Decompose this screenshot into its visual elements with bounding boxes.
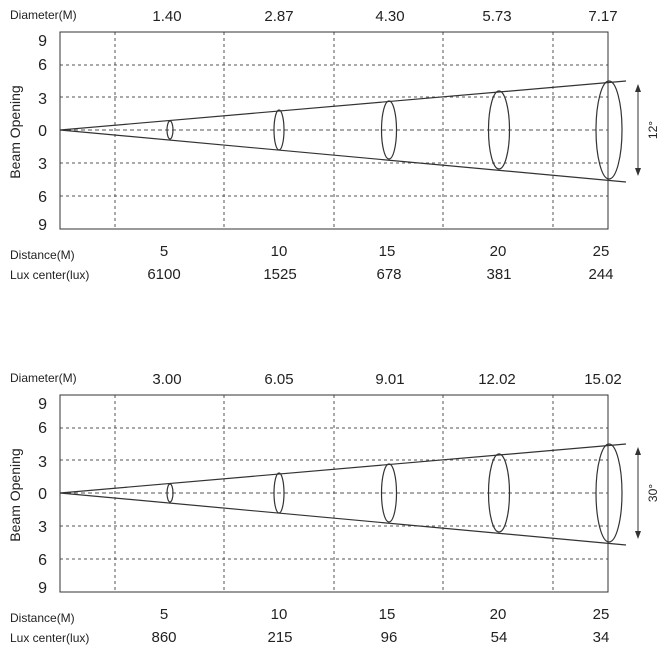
lux-value: 215: [267, 629, 292, 646]
y-tick-label: 3: [38, 91, 47, 108]
lux-value: 381: [486, 266, 511, 283]
distance-value: 25: [593, 243, 610, 260]
panel-wide-beam: Diameter(M) 3.00 6.05 9.01 12.02 15.02 B…: [7, 371, 660, 646]
distance-heading: Distance(M): [10, 248, 75, 262]
beam-cross-section-25m: [595, 443, 623, 543]
y-tick-label: 0: [38, 486, 47, 503]
lux-value: 244: [588, 266, 613, 283]
beam-angle-label: 30°: [646, 484, 660, 502]
diameter-value: 5.73: [482, 8, 511, 25]
distance-value: 25: [593, 606, 610, 623]
diameter-value: 15.02: [584, 371, 622, 388]
distance-value: 15: [379, 243, 396, 260]
y-tick-label: 9: [38, 396, 47, 413]
diameter-heading: Diameter(M): [10, 8, 77, 22]
y-axis-title: Beam Opening: [7, 448, 23, 541]
diameter-value: 2.87: [264, 8, 293, 25]
y-tick-label: 6: [38, 420, 47, 437]
y-tick-label: 3: [38, 156, 47, 173]
beam-edge-upper: [59, 80, 627, 131]
beam-cross-section-25m: [595, 80, 623, 180]
diameter-value: 7.17: [588, 8, 617, 25]
y-tick-label: 0: [38, 123, 47, 140]
y-tick-label: 9: [38, 580, 47, 597]
distance-value: 20: [490, 243, 507, 260]
beam-cross-section-20m: [487, 90, 511, 170]
beam-cross-section-10m: [273, 472, 285, 514]
diameter-value: 12.02: [478, 371, 516, 388]
diameter-heading: Diameter(M): [10, 371, 77, 385]
beam-cross-section-5m: [166, 120, 174, 140]
beam-cross-section-5m: [166, 483, 174, 503]
beam-cross-section-15m: [380, 463, 398, 523]
diameter-value: 3.00: [152, 371, 181, 388]
beam-cross-section-20m: [487, 453, 511, 533]
beam-edge-upper: [59, 443, 627, 494]
lux-value: 96: [381, 629, 398, 646]
lux-value: 34: [593, 629, 610, 646]
y-tick-label: 3: [38, 454, 47, 471]
beam-edge-lower: [59, 492, 627, 546]
diameter-value: 4.30: [375, 8, 404, 25]
distance-heading: Distance(M): [10, 611, 75, 625]
diameter-value: 9.01: [375, 371, 404, 388]
y-tick-label: 3: [38, 519, 47, 536]
distance-value: 20: [490, 606, 507, 623]
y-tick-label: 9: [38, 217, 47, 234]
lux-heading: Lux center(lux): [10, 268, 89, 282]
beam-angle-label: 12°: [646, 121, 660, 139]
lux-heading: Lux center(lux): [10, 631, 89, 645]
y-tick-label: 6: [38, 189, 47, 206]
distance-value: 5: [160, 606, 168, 623]
lux-value: 6100: [147, 266, 180, 283]
beam-cross-section-10m: [273, 109, 285, 151]
y-axis-title: Beam Opening: [7, 85, 23, 178]
distance-value: 10: [271, 606, 288, 623]
beam-edge-lower: [59, 129, 627, 183]
distance-value: 15: [379, 606, 396, 623]
angle-arrow: [635, 84, 641, 176]
y-tick-label: 9: [38, 33, 47, 50]
beam-cross-section-15m: [380, 100, 398, 160]
y-tick-label: 6: [38, 57, 47, 74]
angle-arrow: [635, 447, 641, 539]
lux-value: 1525: [263, 266, 296, 283]
distance-value: 10: [271, 243, 288, 260]
y-tick-label: 6: [38, 552, 47, 569]
lux-value: 678: [376, 266, 401, 283]
diameter-value: 1.40: [152, 8, 181, 25]
panel-narrow-beam: Diameter(M) 1.40 2.87 4.30 5.73 7.17 Bea…: [7, 8, 660, 283]
distance-value: 5: [160, 243, 168, 260]
lux-value: 860: [151, 629, 176, 646]
diameter-value: 6.05: [264, 371, 293, 388]
lux-value: 54: [491, 629, 508, 646]
